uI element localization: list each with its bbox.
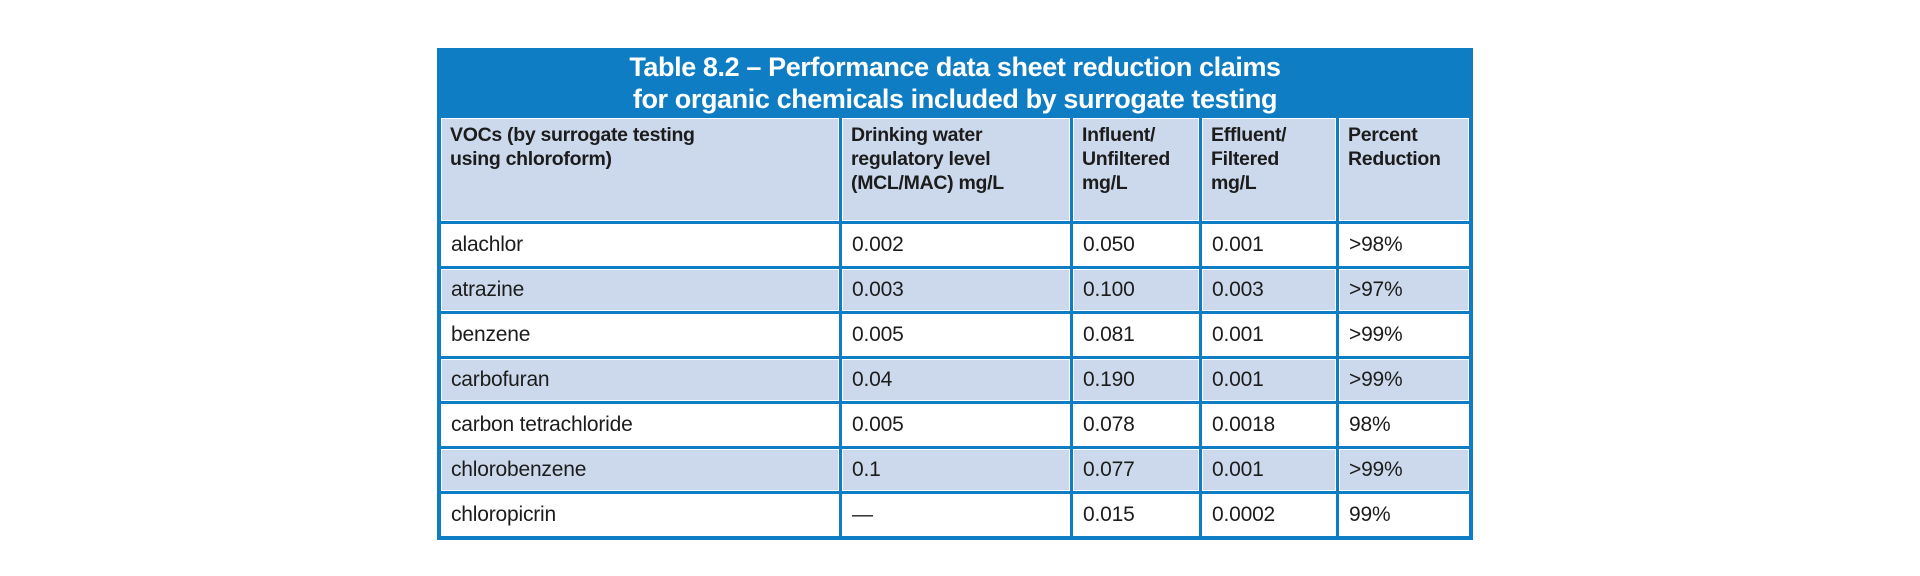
cell-influent: 0.081	[1073, 314, 1199, 356]
cell-effluent: 0.0002	[1202, 494, 1336, 536]
cell-effluent: 0.001	[1202, 449, 1336, 491]
cell-effluent: 0.0018	[1202, 404, 1336, 446]
cell-reduction: >99%	[1339, 359, 1469, 401]
table-title-line-2: for organic chemicals included by surrog…	[632, 83, 1278, 114]
cell-chemical: alachlor	[441, 224, 839, 266]
column-header-regulatory-level: Drinking water regulatory level (MCL/MAC…	[842, 118, 1070, 221]
table-title-line-1: Table 8.2 – Performance data sheet reduc…	[629, 51, 1281, 82]
cell-mcl: 0.04	[842, 359, 1070, 401]
cell-reduction: >98%	[1339, 224, 1469, 266]
column-header-influent: Influent/ Unfiltered mg/L	[1073, 118, 1199, 221]
cell-reduction: >99%	[1339, 314, 1469, 356]
table-row: carbon tetrachloride 0.005 0.078 0.0018 …	[441, 404, 1469, 446]
cell-reduction: >99%	[1339, 449, 1469, 491]
cell-chemical: chloropicrin	[441, 494, 839, 536]
cell-influent: 0.078	[1073, 404, 1199, 446]
cell-effluent: 0.001	[1202, 314, 1336, 356]
table-row: chlorobenzene 0.1 0.077 0.001 >99%	[441, 449, 1469, 491]
cell-influent: 0.015	[1073, 494, 1199, 536]
table-title: Table 8.2 – Performance data sheet reduc…	[441, 52, 1469, 115]
cell-chemical: carbofuran	[441, 359, 839, 401]
cell-mcl: 0.003	[842, 269, 1070, 311]
cell-influent: 0.100	[1073, 269, 1199, 311]
cell-chemical: carbon tetrachloride	[441, 404, 839, 446]
column-header-vocs: VOCs (by surrogate testing using chlorof…	[441, 118, 839, 221]
cell-mcl: 0.002	[842, 224, 1070, 266]
header-row: VOCs (by surrogate testing using chlorof…	[441, 118, 1469, 221]
column-header-effluent: Effluent/ Filtered mg/L	[1202, 118, 1336, 221]
cell-mcl: 0.1	[842, 449, 1070, 491]
cell-chemical: atrazine	[441, 269, 839, 311]
cell-effluent: 0.001	[1202, 359, 1336, 401]
cell-chemical: benzene	[441, 314, 839, 356]
cell-effluent: 0.003	[1202, 269, 1336, 311]
cell-influent: 0.050	[1073, 224, 1199, 266]
table-row: carbofuran 0.04 0.190 0.001 >99%	[441, 359, 1469, 401]
cell-reduction: 99%	[1339, 494, 1469, 536]
cell-chemical: chlorobenzene	[441, 449, 839, 491]
table-row: atrazine 0.003 0.100 0.003 >97%	[441, 269, 1469, 311]
cell-mcl: 0.005	[842, 404, 1070, 446]
cell-reduction: 98%	[1339, 404, 1469, 446]
cell-reduction: >97%	[1339, 269, 1469, 311]
table-row: chloropicrin — 0.015 0.0002 99%	[441, 494, 1469, 536]
cell-effluent: 0.001	[1202, 224, 1336, 266]
cell-mcl: —	[842, 494, 1070, 536]
cell-mcl: 0.005	[842, 314, 1070, 356]
cell-influent: 0.190	[1073, 359, 1199, 401]
table-container: Table 8.2 – Performance data sheet reduc…	[437, 48, 1473, 540]
table-row: benzene 0.005 0.081 0.001 >99%	[441, 314, 1469, 356]
cell-influent: 0.077	[1073, 449, 1199, 491]
table-row: alachlor 0.002 0.050 0.001 >98%	[441, 224, 1469, 266]
column-header-percent-reduction: Percent Reduction	[1339, 118, 1469, 221]
